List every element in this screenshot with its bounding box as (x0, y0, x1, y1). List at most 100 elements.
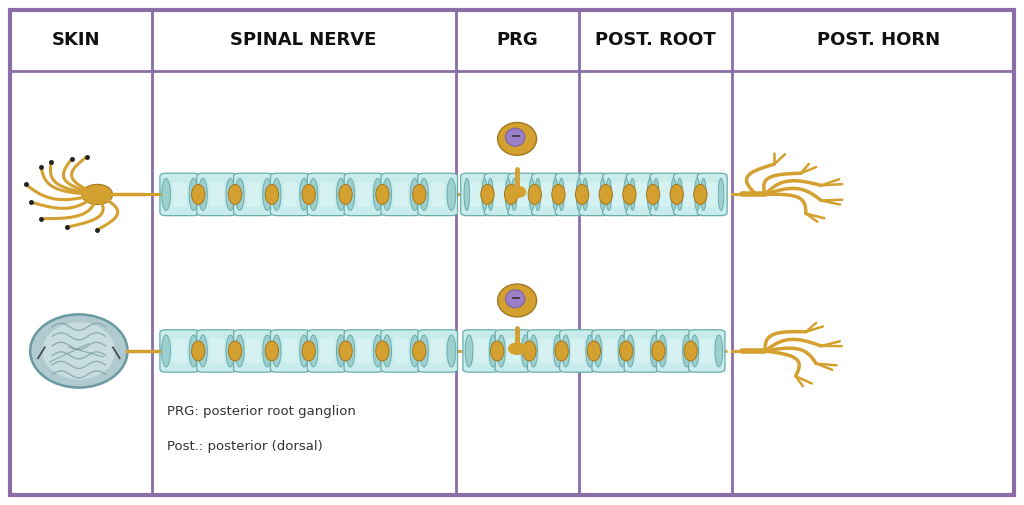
Text: PRG: PRG (497, 31, 538, 49)
Ellipse shape (552, 184, 565, 205)
FancyBboxPatch shape (683, 182, 694, 207)
Ellipse shape (586, 335, 594, 367)
Ellipse shape (376, 341, 389, 361)
FancyBboxPatch shape (233, 173, 273, 216)
FancyBboxPatch shape (173, 182, 187, 207)
FancyBboxPatch shape (344, 173, 384, 216)
FancyBboxPatch shape (636, 338, 649, 364)
FancyBboxPatch shape (674, 173, 703, 216)
Ellipse shape (624, 178, 629, 211)
Ellipse shape (718, 178, 724, 211)
FancyBboxPatch shape (356, 338, 371, 364)
Text: POST. HORN: POST. HORN (816, 31, 940, 49)
Ellipse shape (623, 184, 636, 205)
FancyBboxPatch shape (381, 330, 421, 372)
Ellipse shape (535, 178, 541, 211)
Ellipse shape (413, 341, 426, 361)
FancyBboxPatch shape (247, 338, 261, 364)
FancyBboxPatch shape (612, 182, 624, 207)
Ellipse shape (300, 335, 308, 367)
Ellipse shape (606, 178, 611, 211)
Ellipse shape (162, 335, 170, 367)
Ellipse shape (263, 178, 271, 211)
Ellipse shape (302, 184, 315, 205)
Ellipse shape (559, 178, 564, 211)
FancyBboxPatch shape (508, 173, 538, 216)
Ellipse shape (199, 335, 207, 367)
Ellipse shape (189, 178, 198, 211)
Ellipse shape (309, 335, 317, 367)
FancyBboxPatch shape (160, 173, 200, 216)
FancyBboxPatch shape (10, 10, 1014, 495)
Ellipse shape (489, 335, 497, 367)
Ellipse shape (646, 184, 659, 205)
FancyBboxPatch shape (527, 330, 563, 372)
Ellipse shape (82, 184, 113, 205)
Ellipse shape (383, 178, 391, 211)
Ellipse shape (481, 184, 495, 205)
Ellipse shape (508, 186, 526, 198)
FancyBboxPatch shape (430, 338, 444, 364)
FancyBboxPatch shape (592, 330, 628, 372)
Ellipse shape (236, 335, 244, 367)
Ellipse shape (521, 335, 529, 367)
Ellipse shape (374, 178, 382, 211)
Ellipse shape (236, 178, 244, 211)
Ellipse shape (481, 178, 487, 211)
FancyBboxPatch shape (507, 338, 520, 364)
Ellipse shape (420, 178, 428, 211)
FancyBboxPatch shape (531, 173, 561, 216)
Ellipse shape (374, 335, 382, 367)
Ellipse shape (523, 341, 537, 361)
FancyBboxPatch shape (418, 330, 458, 372)
Text: SPINAL NERVE: SPINAL NERVE (230, 31, 377, 49)
Ellipse shape (464, 178, 470, 211)
Ellipse shape (337, 178, 345, 211)
FancyBboxPatch shape (496, 330, 531, 372)
Ellipse shape (506, 128, 525, 146)
Ellipse shape (191, 184, 205, 205)
Ellipse shape (162, 178, 170, 211)
FancyBboxPatch shape (636, 182, 647, 207)
FancyBboxPatch shape (560, 330, 596, 372)
FancyBboxPatch shape (247, 182, 261, 207)
FancyBboxPatch shape (697, 173, 727, 216)
Text: SKIN: SKIN (51, 31, 100, 49)
Ellipse shape (226, 178, 234, 211)
FancyBboxPatch shape (659, 182, 671, 207)
Ellipse shape (413, 184, 426, 205)
FancyBboxPatch shape (307, 173, 347, 216)
FancyBboxPatch shape (270, 173, 310, 216)
FancyBboxPatch shape (603, 338, 616, 364)
FancyBboxPatch shape (474, 338, 487, 364)
FancyBboxPatch shape (283, 182, 298, 207)
FancyBboxPatch shape (160, 330, 200, 372)
Ellipse shape (505, 184, 518, 205)
FancyBboxPatch shape (283, 338, 298, 364)
Ellipse shape (498, 335, 505, 367)
Ellipse shape (715, 335, 723, 367)
FancyBboxPatch shape (393, 182, 408, 207)
Ellipse shape (346, 335, 354, 367)
FancyBboxPatch shape (625, 330, 660, 372)
Ellipse shape (618, 335, 626, 367)
Ellipse shape (651, 341, 665, 361)
Ellipse shape (376, 184, 389, 205)
Ellipse shape (693, 184, 707, 205)
Ellipse shape (553, 178, 558, 211)
FancyBboxPatch shape (463, 330, 499, 372)
FancyBboxPatch shape (494, 182, 505, 207)
FancyBboxPatch shape (555, 173, 586, 216)
Ellipse shape (700, 178, 707, 211)
FancyBboxPatch shape (461, 173, 490, 216)
Ellipse shape (647, 178, 653, 211)
FancyBboxPatch shape (484, 173, 514, 216)
FancyBboxPatch shape (470, 182, 481, 207)
Ellipse shape (263, 335, 271, 367)
FancyBboxPatch shape (270, 330, 310, 372)
Ellipse shape (228, 341, 242, 361)
Ellipse shape (620, 341, 633, 361)
Ellipse shape (594, 335, 602, 367)
FancyBboxPatch shape (650, 173, 680, 216)
Ellipse shape (627, 335, 634, 367)
